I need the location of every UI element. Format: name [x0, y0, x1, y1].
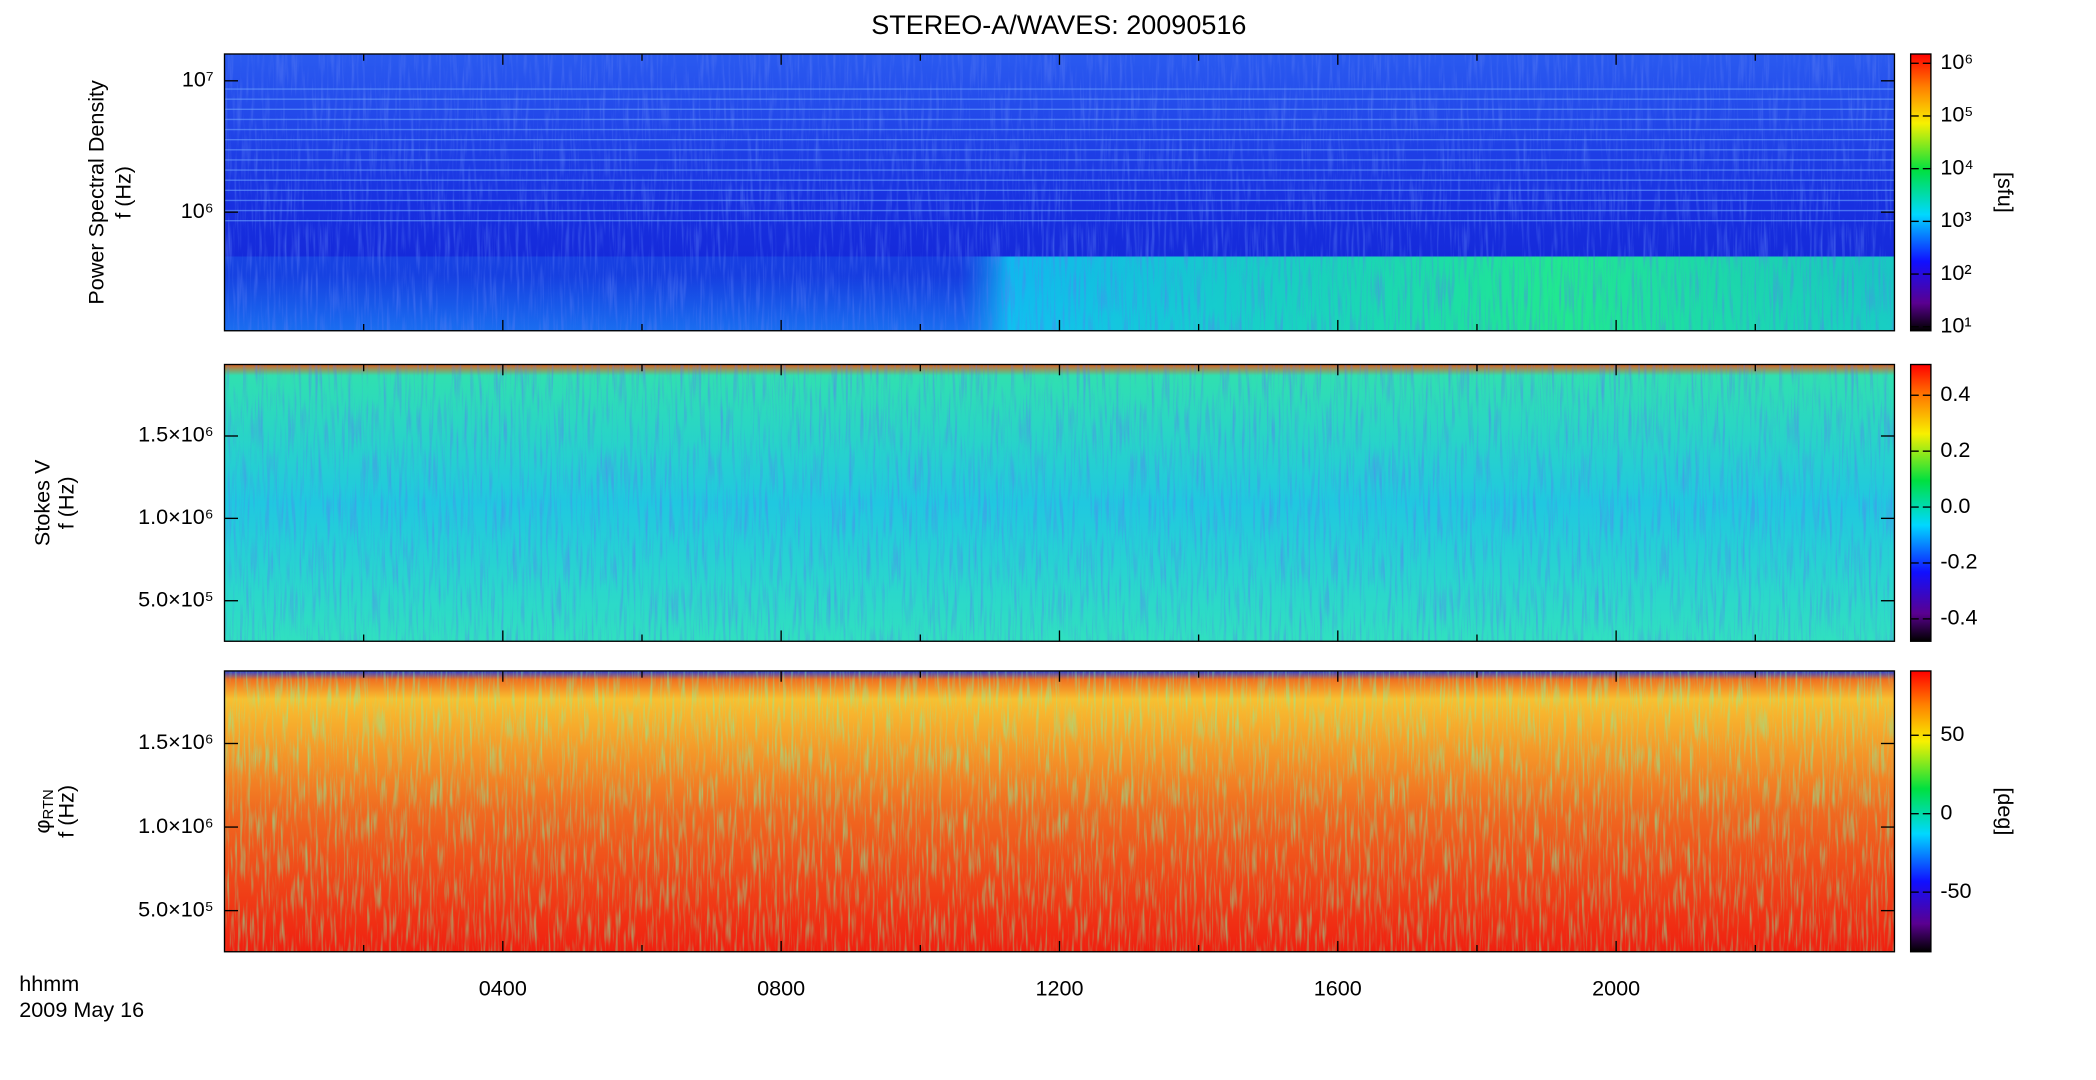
colorbar-label: [deg]	[1993, 787, 2018, 835]
colorbar-tick-label: 10³	[1940, 207, 1971, 232]
y-tick-label: 1.0×10⁶	[138, 813, 214, 838]
y-tick-label: 1.0×10⁶	[138, 504, 214, 529]
heatmap-texture	[224, 364, 1895, 642]
y-axis-label: f (Hz)	[54, 785, 79, 838]
colorbar-tick-label: 50	[1940, 721, 1964, 746]
colorbar-tick-label: 10⁶	[1940, 49, 1973, 74]
colorbar	[1909, 363, 1932, 642]
colorbar	[1909, 53, 1932, 332]
chart-title: STEREO-A/WAVES: 20090516	[871, 10, 1246, 40]
colorbar	[1909, 670, 1932, 953]
y-axis-label-subscript: RTN	[41, 789, 57, 819]
colorbar-tick-label: -50	[1940, 878, 1971, 903]
y-tick-label: 5.0×10⁵	[138, 896, 214, 921]
heatmap-texture	[224, 54, 1895, 331]
colorbar-tick-label: 10⁴	[1940, 154, 1973, 179]
y-axis-label: Power Spectral Density	[83, 80, 108, 305]
colorbar-tick-label: 0.0	[1940, 493, 1970, 518]
heatmap-panel	[224, 670, 1895, 952]
y-tick-label: 10⁷	[182, 67, 214, 92]
colorbar-tick-label: 0.2	[1940, 437, 1970, 462]
x-axis-date: 2009 May 16	[19, 997, 144, 1022]
heatmap-panel	[224, 364, 1895, 642]
x-tick-label: 2000	[1592, 975, 1640, 1000]
x-tick-label: 1600	[1314, 975, 1362, 1000]
x-tick-label: 1200	[1035, 975, 1083, 1000]
y-tick-label: 5.0×10⁵	[138, 586, 214, 611]
colorbar-tick-label: 10²	[1940, 260, 1971, 285]
colorbar-tick-label: 0	[1940, 799, 1952, 824]
colorbar-tick-label: -0.2	[1940, 549, 1977, 574]
x-tick-label: 0400	[479, 975, 527, 1000]
y-tick-label: 10⁶	[181, 198, 214, 223]
y-axis-label: f (Hz)	[54, 476, 79, 529]
colorbar-tick-label: 10¹	[1940, 312, 1971, 337]
y-axis-label: Stokes V	[29, 459, 54, 546]
colorbar-tick-label: 10⁵	[1940, 102, 1973, 127]
colorbar-tick-label: 0.4	[1940, 381, 1970, 406]
colorbar-label: [sfu]	[1993, 172, 2018, 213]
colorbar-tick-label: -0.4	[1940, 605, 1977, 630]
x-tick-label: 0800	[757, 975, 805, 1000]
heatmap-panel	[224, 54, 1895, 331]
y-tick-label: 1.5×10⁶	[138, 422, 214, 447]
heatmap-texture	[224, 670, 1895, 952]
y-tick-label: 1.5×10⁶	[138, 729, 214, 754]
y-axis-label: f (Hz)	[110, 166, 135, 219]
x-axis-label: hhmm	[19, 971, 79, 996]
